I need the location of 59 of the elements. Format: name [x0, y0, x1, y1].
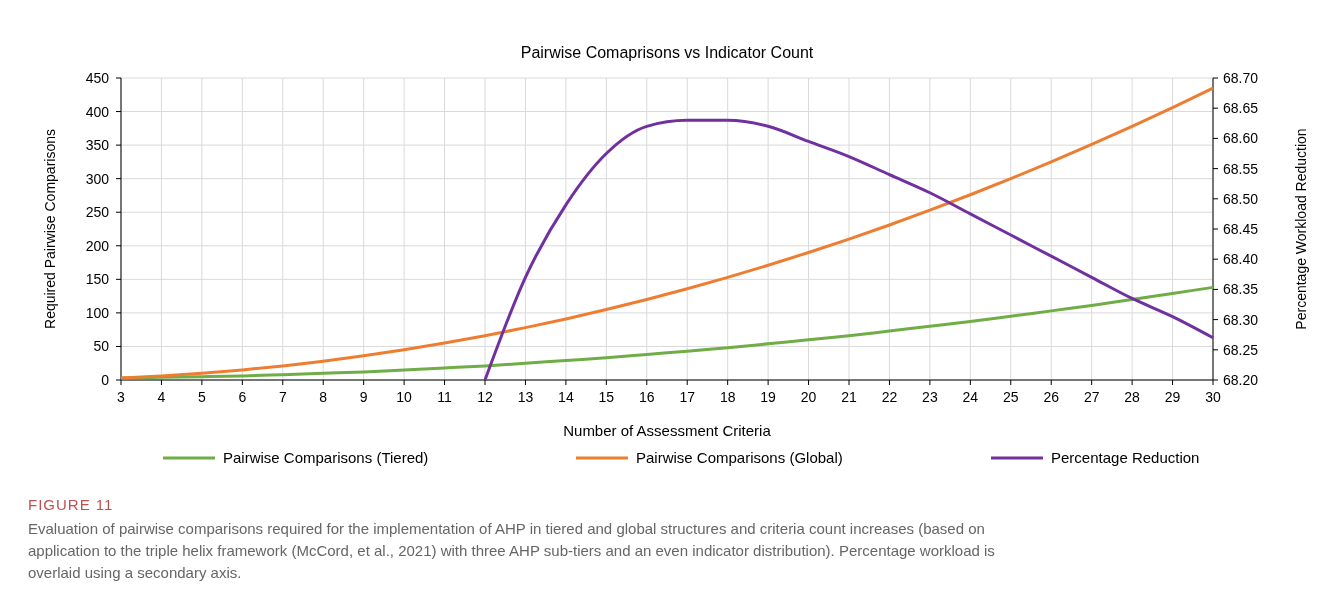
legend-label: Percentage Reduction: [1051, 449, 1200, 466]
y2-tick-label: 68.40: [1223, 251, 1259, 268]
y-tick-label: 100: [85, 304, 110, 321]
x-tick-label: 5: [197, 389, 206, 405]
x-tick-label: 9: [359, 389, 368, 405]
legend-label: Pairwise Comparisons (Tiered): [223, 449, 429, 466]
x-tick-label: 21: [841, 389, 857, 405]
x-axis-title: Number of Assessment Criteria: [563, 422, 772, 439]
x-tick-label: 14: [558, 389, 574, 405]
line-series: [483, 118, 1215, 382]
x-tick-label: 22: [881, 389, 898, 405]
y-tick-label: 150: [85, 271, 110, 288]
y2-tick-label: 68.50: [1223, 190, 1259, 207]
x-tick-label: 8: [319, 389, 328, 405]
x-tick-label: 24: [962, 389, 979, 405]
y2-tick-label: 68.65: [1223, 100, 1259, 117]
y2-tick-label: 68.20: [1223, 372, 1259, 388]
x-tick-label: 30: [1205, 389, 1221, 405]
y2-tick-label: 68.60: [1223, 130, 1259, 147]
y-tick-label: 400: [85, 103, 110, 120]
legend-label: Pairwise Comparisons (Global): [636, 449, 843, 466]
x-tick-label: 25: [1002, 389, 1019, 405]
y-tick-label: 200: [85, 237, 110, 254]
y-tick-label: 250: [85, 204, 110, 221]
x-tick-label: 16: [638, 389, 655, 405]
y2-axis-title: Percentage Workload Reduction: [1293, 128, 1309, 330]
x-tick-label: 27: [1083, 389, 1100, 405]
y-tick-label: 450: [85, 70, 110, 86]
x-tick-label: 7: [278, 389, 287, 405]
x-tick-label: 26: [1043, 389, 1060, 405]
chart-title: Pairwise Comaprisons vs Indicator Count: [520, 44, 814, 61]
x-tick-label: 23: [922, 389, 938, 405]
y2-tick-label: 68.55: [1223, 160, 1259, 177]
y-tick-label: 0: [101, 372, 110, 388]
x-tick-label: 19: [760, 389, 777, 405]
y2-tick-label: 68.25: [1223, 341, 1259, 358]
x-tick-label: 10: [396, 389, 413, 405]
y-tick-label: 50: [93, 338, 110, 355]
y2-tick-label: 68.70: [1223, 70, 1259, 86]
y-axis-title: Required Pairwise Comparisons: [42, 129, 58, 329]
x-tick-label: 11: [437, 389, 453, 405]
y-tick-label: 350: [85, 137, 110, 154]
y2-tick-label: 68.45: [1223, 221, 1259, 237]
x-tick-label: 3: [117, 389, 126, 405]
x-tick-label: 28: [1124, 389, 1141, 405]
x-tick-label: 13: [517, 389, 534, 405]
x-tick-label: 15: [598, 389, 615, 405]
y2-tick-label: 68.35: [1223, 281, 1259, 298]
x-tick-label: 6: [238, 389, 247, 405]
x-tick-label: 12: [477, 389, 493, 405]
y2-tick-label: 68.30: [1223, 311, 1259, 328]
text: Evaluation of pairwise comparisons required for the implementation of AHP in tiered and global structures and criteria count increases (based on application to the triple helix framework (McCord, et al., 2021) with three AHP sub-tiers and an even indicator distribution). Percentage workload is overlaid using a secondary axis.: [28, 520, 995, 581]
x-tick-label: 4: [157, 389, 166, 405]
x-tick-label: 20: [800, 389, 817, 405]
caption: FIGURE 11: [28, 496, 114, 513]
x-tick-label: 29: [1164, 389, 1181, 405]
x-tick-label: 18: [719, 389, 736, 405]
x-tick-label: 17: [679, 389, 696, 405]
y-tick-label: 300: [85, 170, 110, 187]
